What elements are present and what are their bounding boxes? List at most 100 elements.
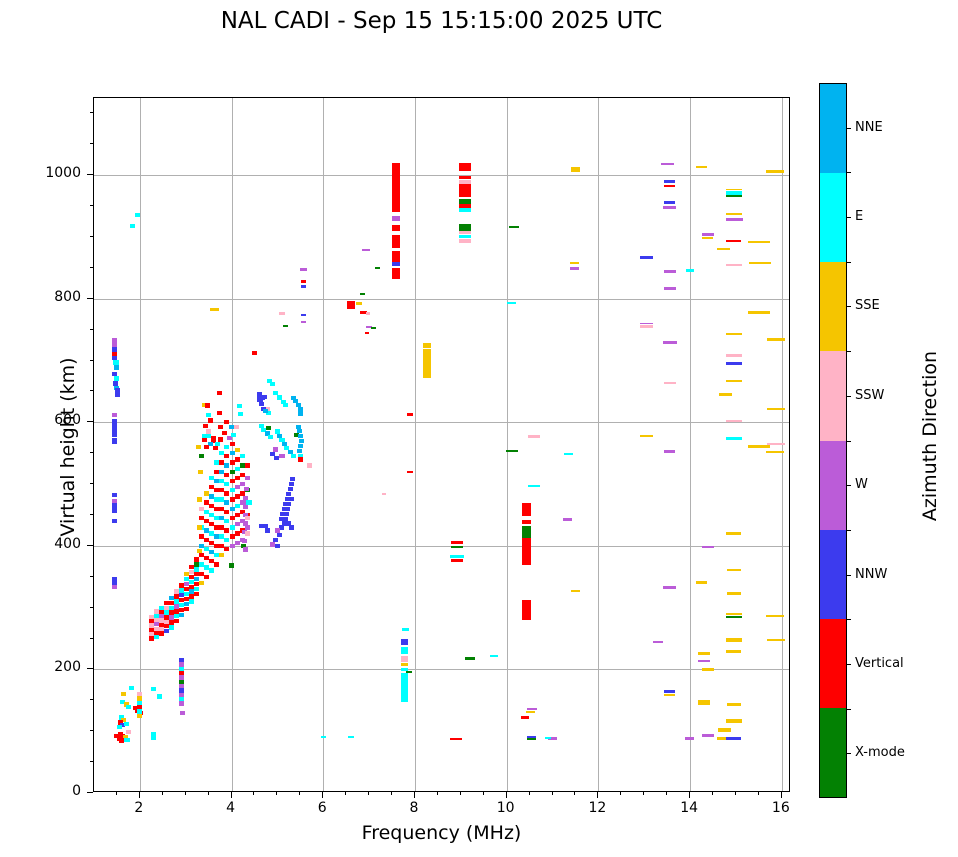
echo-cell xyxy=(198,469,204,474)
echo-cell xyxy=(178,692,184,697)
echo-cell xyxy=(115,388,121,397)
echo-cell xyxy=(178,679,184,684)
echo-cell xyxy=(685,269,695,272)
echo-cell xyxy=(459,204,471,208)
echo-cell xyxy=(219,506,225,511)
echo-cell xyxy=(241,530,247,535)
x-minor-tick xyxy=(712,792,714,795)
colorbar-tick xyxy=(847,306,851,308)
echo-cell xyxy=(204,500,210,505)
echo-cell xyxy=(112,412,118,418)
echo-cell xyxy=(401,639,408,646)
echo-cell xyxy=(209,512,215,518)
echo-cell xyxy=(153,630,159,636)
echo-cell xyxy=(521,537,531,566)
echo-cell xyxy=(365,312,371,315)
echo-cell xyxy=(204,491,210,496)
colorbar-category-label: W xyxy=(855,477,868,493)
echo-cell xyxy=(506,301,516,305)
x-tick-label: 4 xyxy=(226,800,236,816)
x-minor-tick xyxy=(253,792,255,795)
echo-cell xyxy=(423,343,432,349)
echo-cell xyxy=(204,565,210,570)
echo-cell xyxy=(284,506,291,511)
echo-cell xyxy=(119,722,125,728)
colorbar-tick xyxy=(847,217,851,219)
echo-cell xyxy=(114,365,120,370)
echo-cell xyxy=(148,614,154,620)
echo-cell xyxy=(224,537,230,542)
echo-cell xyxy=(294,432,300,437)
echo-cell xyxy=(153,613,159,618)
echo-cell xyxy=(119,700,125,705)
echo-cell xyxy=(284,496,291,502)
echo-cell xyxy=(663,586,676,590)
echo-cell xyxy=(239,472,245,477)
echo-cell xyxy=(401,667,408,672)
echo-cell xyxy=(224,528,230,533)
echo-cell xyxy=(229,425,235,430)
y-minor-tick xyxy=(90,514,93,515)
echo-cell xyxy=(660,162,674,166)
echo-cell xyxy=(234,512,240,518)
echo-cell xyxy=(459,179,471,185)
echo-cell xyxy=(401,646,408,654)
echo-cell xyxy=(199,515,205,521)
echo-cell xyxy=(696,165,707,169)
echo-cell xyxy=(199,534,205,539)
echo-cell xyxy=(112,493,118,498)
echo-cell xyxy=(406,670,412,674)
echo-cell xyxy=(114,734,120,739)
echo-cell xyxy=(125,729,131,734)
echo-cell xyxy=(224,519,230,524)
y-tick-label: 200 xyxy=(54,659,81,676)
colorbar-band-nnw xyxy=(820,529,846,619)
y-tick-label: 600 xyxy=(54,412,81,429)
echo-cell xyxy=(163,619,169,625)
echo-cell xyxy=(123,702,129,707)
echo-cell xyxy=(194,567,200,572)
x-minor-tick xyxy=(161,792,163,795)
echo-cell xyxy=(112,419,118,437)
colorbar-tick xyxy=(847,127,851,129)
echo-cell xyxy=(206,429,212,434)
echo-cell xyxy=(163,610,169,615)
x-minor-tick xyxy=(666,792,668,795)
echo-cell xyxy=(178,662,184,667)
x-minor-tick xyxy=(528,792,530,795)
echo-cell xyxy=(214,562,220,567)
echo-cell xyxy=(217,437,223,442)
echo-cell xyxy=(246,500,252,505)
echo-cell xyxy=(194,582,200,587)
echo-cell xyxy=(663,286,677,290)
echo-cell xyxy=(702,734,715,737)
y-major-tick xyxy=(87,421,93,423)
echo-cell xyxy=(277,395,283,400)
echo-cell xyxy=(391,225,400,232)
echo-cell xyxy=(297,433,303,439)
echo-cell xyxy=(244,525,250,530)
echo-cell xyxy=(163,605,169,610)
echo-cell xyxy=(450,738,463,741)
y-minor-tick xyxy=(90,205,93,207)
echo-cell xyxy=(204,509,210,515)
x-tick-label: 6 xyxy=(317,800,327,816)
echo-cell xyxy=(168,615,174,620)
echo-cell xyxy=(219,515,225,521)
echo-cell xyxy=(112,342,118,347)
echo-cell xyxy=(521,502,531,508)
echo-cell xyxy=(112,371,118,377)
echo-cell xyxy=(726,737,742,740)
echo-cell xyxy=(391,234,400,249)
echo-cell xyxy=(506,449,518,452)
echo-cell xyxy=(121,717,127,723)
echo-cell xyxy=(210,435,216,440)
echo-cell xyxy=(168,600,174,605)
echo-cell xyxy=(208,441,214,447)
echo-cell xyxy=(163,615,169,620)
echo-cell xyxy=(283,501,289,507)
echo-cell xyxy=(214,534,220,539)
echo-cell xyxy=(725,637,742,642)
echo-cell xyxy=(521,507,531,517)
echo-cell xyxy=(174,609,180,614)
